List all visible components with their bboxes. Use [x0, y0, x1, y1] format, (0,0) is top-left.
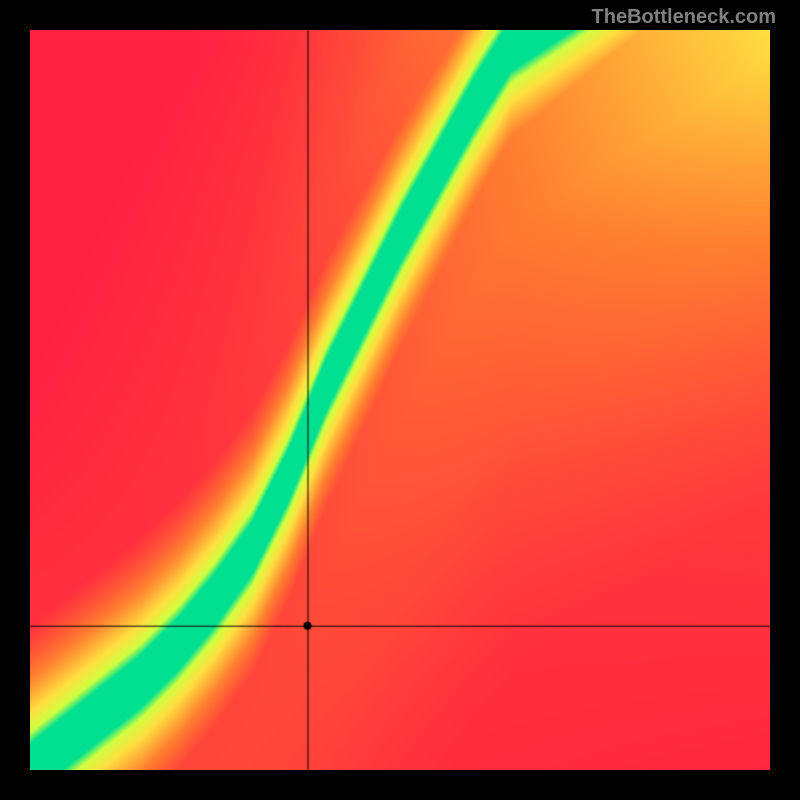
watermark-text: TheBottleneck.com	[592, 6, 776, 29]
heatmap-plot	[30, 30, 770, 770]
heatmap-canvas	[30, 30, 770, 770]
